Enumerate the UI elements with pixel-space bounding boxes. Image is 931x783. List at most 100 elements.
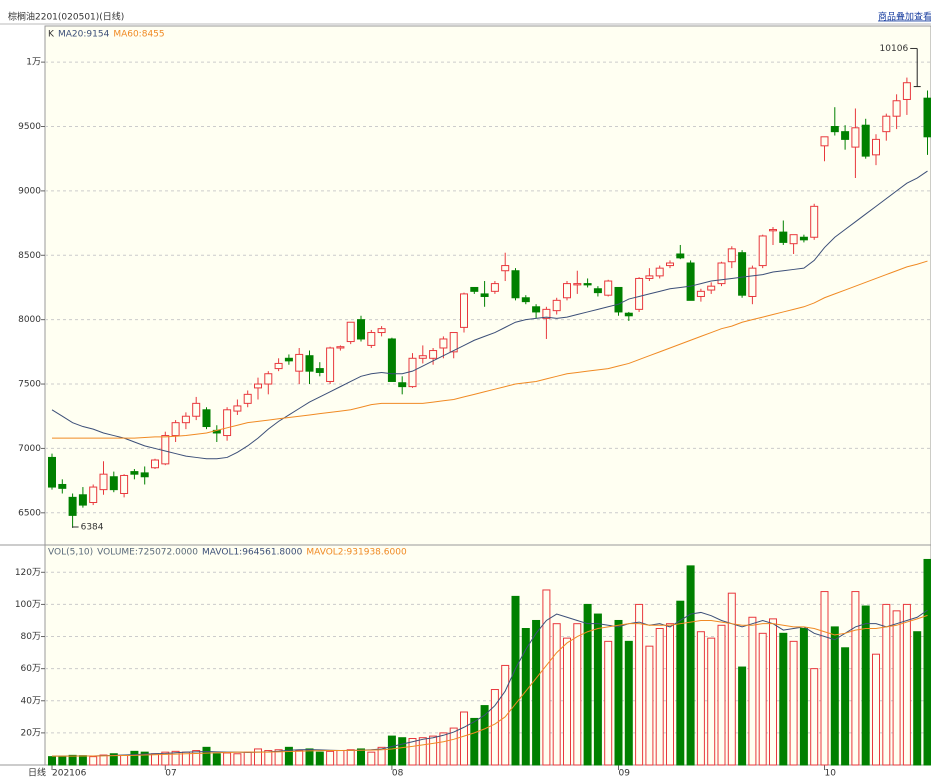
x-tick-label: 09 (619, 769, 631, 779)
volume-bar (295, 750, 304, 766)
volume-bar (315, 751, 324, 766)
volume-bar (758, 632, 767, 766)
volume-bar (841, 647, 850, 766)
volume-bar (789, 640, 798, 766)
volume-bar (161, 751, 170, 766)
link-view[interactable]: 查看 (914, 11, 931, 23)
volume-bar (480, 705, 489, 766)
volume-bar (532, 619, 541, 766)
candle-body (738, 252, 747, 296)
volume-bar (614, 619, 623, 766)
volume-bar (923, 558, 931, 766)
y2-tick-label: 20万 (21, 728, 41, 738)
candle-body (130, 471, 139, 475)
candle-body (861, 124, 870, 157)
link-overlay[interactable]: 商品叠加 (878, 11, 914, 23)
volume-bar (573, 623, 582, 766)
candle-body (686, 262, 695, 301)
ma-line (52, 260, 928, 439)
volume-bar (779, 632, 788, 766)
candle-body (68, 496, 77, 516)
volume-bar (769, 618, 777, 766)
volume-bar (707, 637, 716, 766)
volume-bar (202, 746, 211, 766)
y2-tick-label: 40万 (21, 696, 41, 706)
candle-body (264, 373, 273, 385)
ma-line (51, 170, 928, 460)
candle-body (552, 299, 561, 312)
volume-bar (120, 754, 129, 766)
volume-bar (490, 689, 499, 766)
volume-bar (398, 737, 407, 766)
volume-bar (563, 637, 571, 766)
candle-body (532, 306, 541, 313)
candle-body (676, 253, 685, 259)
volume-bar (429, 735, 438, 766)
candle-body (367, 332, 376, 346)
volume-bar (151, 753, 159, 766)
x-tick-label: 08 (392, 769, 404, 779)
candle-body (109, 476, 118, 491)
candle-body (99, 473, 108, 491)
candle-body (192, 402, 201, 417)
volume-bar (872, 653, 880, 766)
candle-body (758, 235, 767, 267)
volume-bar (810, 668, 819, 766)
volume-bar (130, 750, 139, 766)
candle-body (151, 459, 159, 469)
candle-body (161, 435, 170, 465)
volume-bar (913, 631, 922, 766)
volume-bar (666, 623, 674, 766)
volume-bar (254, 748, 262, 766)
volume-bar (655, 628, 664, 766)
legend-label: K (48, 30, 55, 40)
volume-bar (68, 754, 77, 766)
volume-bar (882, 603, 891, 766)
plot-area (44, 25, 931, 766)
header-title: 棕榈油2201(020501)(日线) (8, 11, 124, 23)
volume-bar (861, 605, 870, 766)
volume-bar (738, 666, 747, 766)
candle-body (501, 265, 510, 272)
candle-body (851, 127, 860, 148)
candle-body (387, 338, 396, 382)
annotation-high: 10106 (880, 44, 909, 54)
candle-body (820, 136, 829, 147)
candle-body (274, 362, 283, 370)
candle-body (583, 283, 592, 286)
candle-body (511, 270, 520, 299)
legend-item: MAVOL2:931938.6000 (306, 548, 407, 558)
volume-bar (748, 616, 757, 766)
volume-bar (902, 603, 911, 766)
volume-bar (48, 756, 56, 766)
volume-bar (521, 628, 530, 766)
candle-body (470, 286, 479, 292)
candle-body (439, 338, 448, 349)
volume-bar (377, 746, 386, 766)
volume-bar (336, 750, 345, 766)
volume-bar (192, 750, 201, 766)
candle-body (593, 288, 602, 294)
candle-body (635, 277, 644, 310)
volume-bar (243, 751, 252, 766)
volume-bar (357, 748, 365, 766)
candle-body (243, 393, 252, 404)
y-tick-label: 7000 (18, 444, 41, 454)
volume-bar (367, 751, 376, 766)
legend-item: MAVOL1:964561.8000 (202, 548, 303, 558)
volume-bar (99, 754, 108, 766)
x-tick-label: 202106 (52, 769, 87, 779)
y2-tick-label: 60万 (21, 664, 41, 674)
candle-body (181, 415, 190, 424)
volume-bar (830, 626, 839, 766)
candle-body (295, 353, 304, 372)
candle-body (346, 321, 355, 343)
volume-bar (583, 603, 592, 766)
volume-bar (58, 755, 67, 766)
candle-body (120, 474, 129, 494)
candle-body (480, 293, 489, 297)
y-tick-label: 1万 (26, 58, 41, 68)
volume-bar (820, 591, 829, 766)
candle-body (460, 293, 468, 328)
y2-tick-label: 100万 (15, 600, 41, 610)
